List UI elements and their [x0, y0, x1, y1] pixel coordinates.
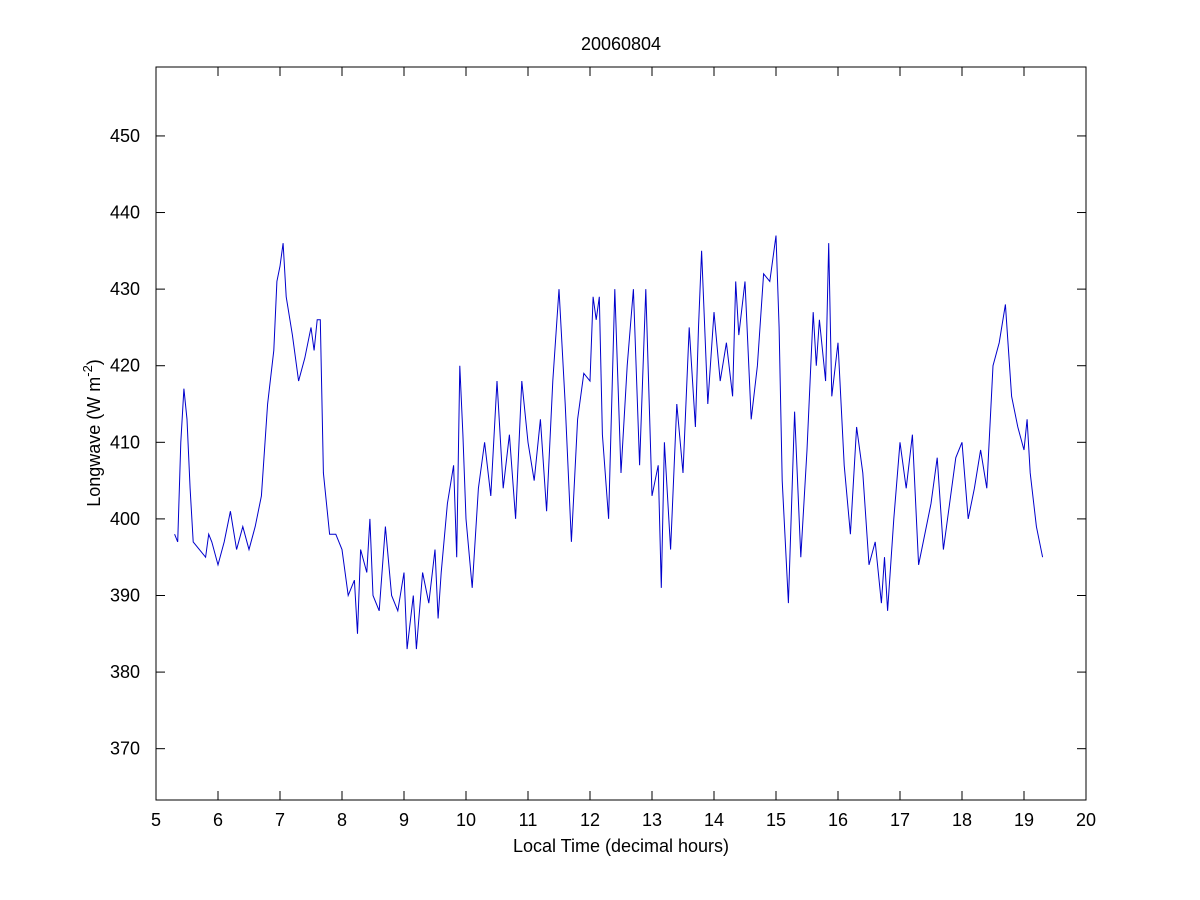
x-tick-label: 17: [890, 810, 910, 830]
y-tick-label: 400: [110, 509, 140, 529]
y-tick-label: 440: [110, 203, 140, 223]
x-tick-label: 20: [1076, 810, 1096, 830]
chart-title: 20060804: [581, 34, 661, 54]
x-tick-label: 12: [580, 810, 600, 830]
y-tick-label: 380: [110, 662, 140, 682]
y-tick-label: 420: [110, 356, 140, 376]
data-line: [174, 235, 1044, 650]
y-label-text: Longwave (W m: [84, 377, 104, 507]
x-tick-label: 13: [642, 810, 662, 830]
x-tick-label: 5: [151, 810, 161, 830]
y-axis-label: Longwave (W m-2): [80, 359, 104, 507]
plot-area: [155, 66, 1087, 801]
x-tick-label: 14: [704, 810, 724, 830]
x-tick-label: 6: [213, 810, 223, 830]
x-tick-label: 18: [952, 810, 972, 830]
x-tick-label: 7: [275, 810, 285, 830]
x-tick-label: 10: [456, 810, 476, 830]
x-tick-label: 8: [337, 810, 347, 830]
y-label-suffix: ): [84, 359, 104, 365]
x-tick-label: 9: [399, 810, 409, 830]
x-tick-label: 11: [519, 810, 538, 830]
y-tick-label: 430: [110, 279, 140, 299]
y-tick-label: 390: [110, 585, 140, 605]
x-axis-label: Local Time (decimal hours): [513, 836, 729, 856]
y-label-superscript: -2: [80, 365, 95, 377]
y-tick-label: 370: [110, 739, 140, 759]
x-tick-label: 16: [828, 810, 848, 830]
x-tick-label: 15: [766, 810, 786, 830]
y-tick-label: 450: [110, 126, 140, 146]
x-tick-label: 19: [1014, 810, 1034, 830]
y-tick-label: 410: [110, 432, 140, 452]
